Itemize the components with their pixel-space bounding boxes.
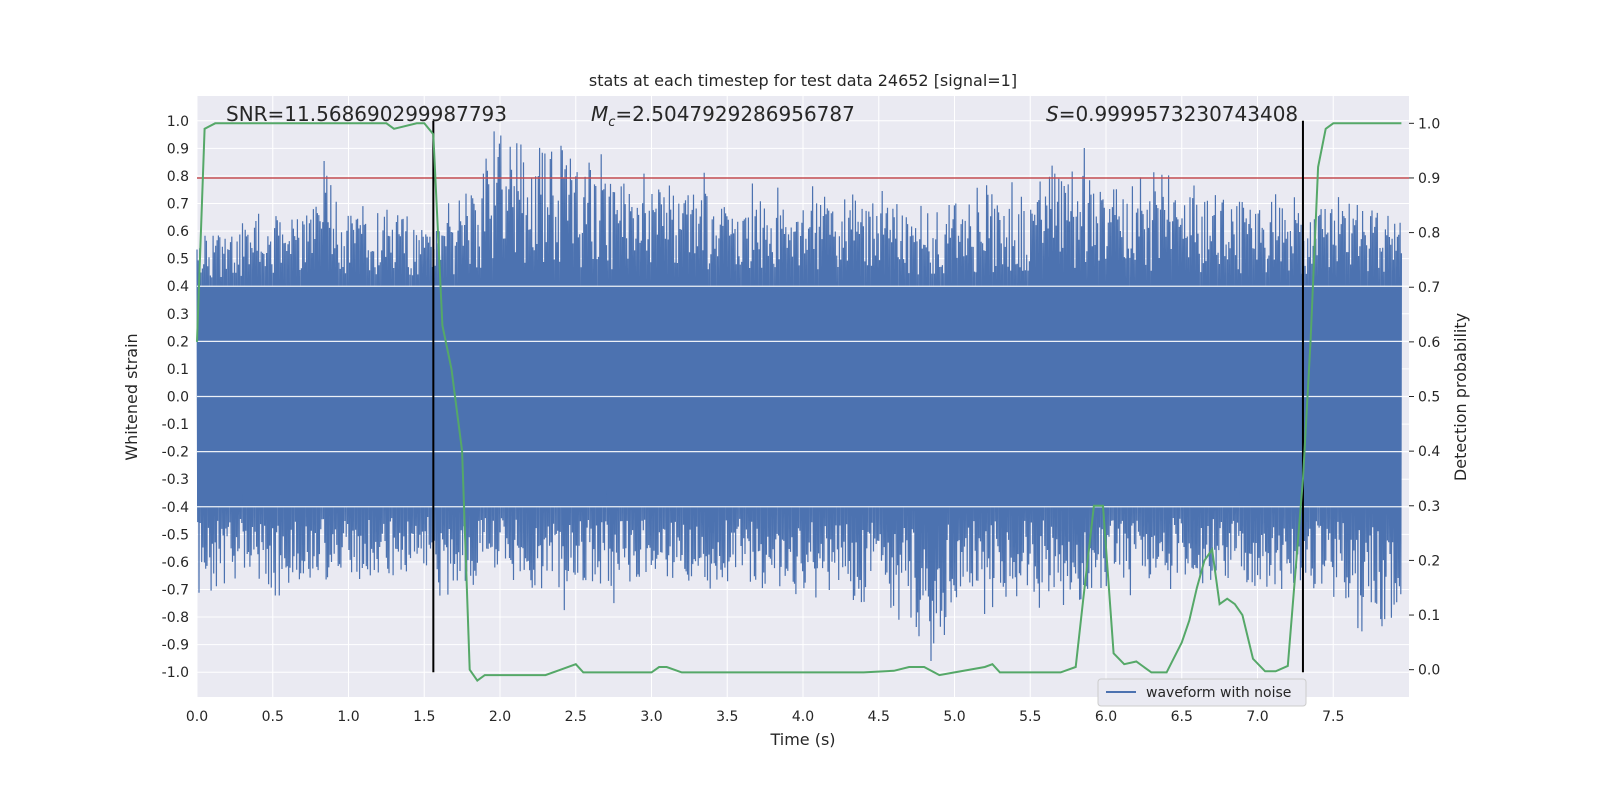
x-axis-label: Time (s): [769, 730, 835, 749]
y-left-tick-label: 0.0: [167, 390, 189, 406]
y-left-tick-label: -0.6: [162, 555, 189, 571]
y-left-axis-ticks: 1.0 0.9 0.8 0.7 0.6 0.5 0.4 0.3 0.2 0.1 0.0 -0.1 -0.…: [162, 114, 189, 681]
x-tick-label: 7.5: [1322, 709, 1344, 725]
x-tick-label: 0.5: [262, 709, 284, 725]
legend-label: waveform with noise: [1146, 685, 1291, 701]
x-tick-label: 6.0: [1095, 709, 1117, 725]
vertical-markers: [432, 120, 1304, 673]
legend-box: [1097, 678, 1307, 707]
y-right-tick-label: 0.4: [1418, 444, 1440, 460]
x-tick-label: 6.5: [1171, 709, 1193, 725]
y-left-tick-label: 0.7: [167, 197, 189, 213]
y-left-tick-label: 0.6: [167, 224, 189, 240]
y-axis-label-left: Whitened strain: [122, 333, 141, 460]
x-tick-label: 2.5: [565, 709, 587, 725]
x-tick-label: 5.0: [943, 709, 965, 725]
y-axis-label-right: Detection probability: [1451, 313, 1470, 481]
x-tick-label: 1.5: [413, 709, 435, 725]
y-left-tick-label: 0.5: [167, 252, 189, 268]
y-left-tick-label: -1.0: [162, 665, 189, 681]
y-left-tick-label: 0.4: [167, 279, 189, 295]
y-left-tick-label: 0.1: [167, 362, 189, 378]
waveform-trace: [196, 131, 1402, 662]
x-tick-label: 2.0: [489, 709, 511, 725]
y-right-tick-label: 0.9: [1418, 171, 1440, 187]
y-right-tick-label: 0.3: [1418, 499, 1440, 515]
x-tick-label: 5.5: [1019, 709, 1041, 725]
chart-title: stats at each timestep for test data 246…: [589, 71, 1017, 90]
score-annotation: S=0.9999573230743408: [1046, 102, 1298, 126]
x-tick-label: 4.5: [868, 709, 890, 725]
y-right-tick-label: 0.6: [1418, 335, 1440, 351]
y-right-tick-label: 0.1: [1418, 608, 1440, 624]
snr-annotation: SNR=11.568690299987793: [226, 102, 507, 126]
x-tick-label: 3.5: [716, 709, 738, 725]
x-tick-label: 4.0: [792, 709, 814, 725]
y-left-tick-label: 0.2: [167, 334, 189, 350]
y-right-tick-label: 0.8: [1418, 226, 1440, 242]
x-tick-label: 3.0: [640, 709, 662, 725]
y-right-tick-label: 0.7: [1418, 280, 1440, 296]
score-symbol: S: [1046, 102, 1059, 126]
x-tick-label: 0.0: [186, 709, 208, 725]
chirp-mass-symbol: M: [591, 102, 608, 126]
y-left-tick-label: -0.4: [162, 500, 189, 516]
waveform-series: [196, 131, 1409, 662]
chirp-mass-value: =2.5047929286956787: [615, 102, 854, 126]
y-left-tick-label: -0.2: [162, 445, 189, 461]
y-left-tick-label: 0.9: [167, 141, 189, 157]
x-tick-label: 1.0: [337, 709, 359, 725]
x-axis-ticks: 0.0 0.5 1.0 1.5 2.0 2.5 3.0 3.5 4.0 4.5 5.0 5.5 6.0 6…: [186, 709, 1345, 725]
y-left-tick-label: -0.1: [162, 417, 189, 433]
y-left-tick-label: 1.0: [167, 114, 189, 130]
y-left-tick-label: -0.3: [162, 472, 189, 488]
y-right-tick-label: 1.0: [1418, 116, 1440, 132]
y-right-axis-ticks: 1.0 0.9 0.8 0.7 0.6 0.5 0.4 0.3 0.2 0.1 0.0: [1409, 116, 1440, 679]
y-left-tick-label: -0.7: [162, 582, 189, 598]
x-tick-label: 7.0: [1246, 709, 1268, 725]
y-right-tick-label: 0.2: [1418, 553, 1440, 569]
score-value: =0.9999573230743408: [1059, 102, 1298, 126]
detection-probability-line: [196, 122, 1402, 683]
chirp-mass-subscript: c: [608, 115, 615, 130]
y-left-tick-label: 0.8: [167, 169, 189, 185]
chirp-mass-annotation: Mc=2.5047929286956787: [591, 102, 855, 130]
y-left-tick-label: 0.3: [167, 307, 189, 323]
y-left-tick-label: -0.5: [162, 527, 189, 543]
y-right-tick-label: 0.5: [1418, 390, 1440, 406]
y-left-tick-label: -0.9: [162, 638, 189, 654]
y-left-tick-label: -0.8: [162, 610, 189, 626]
y-right-tick-label: 0.0: [1418, 663, 1440, 679]
legend: waveform with noise: [1097, 678, 1307, 707]
